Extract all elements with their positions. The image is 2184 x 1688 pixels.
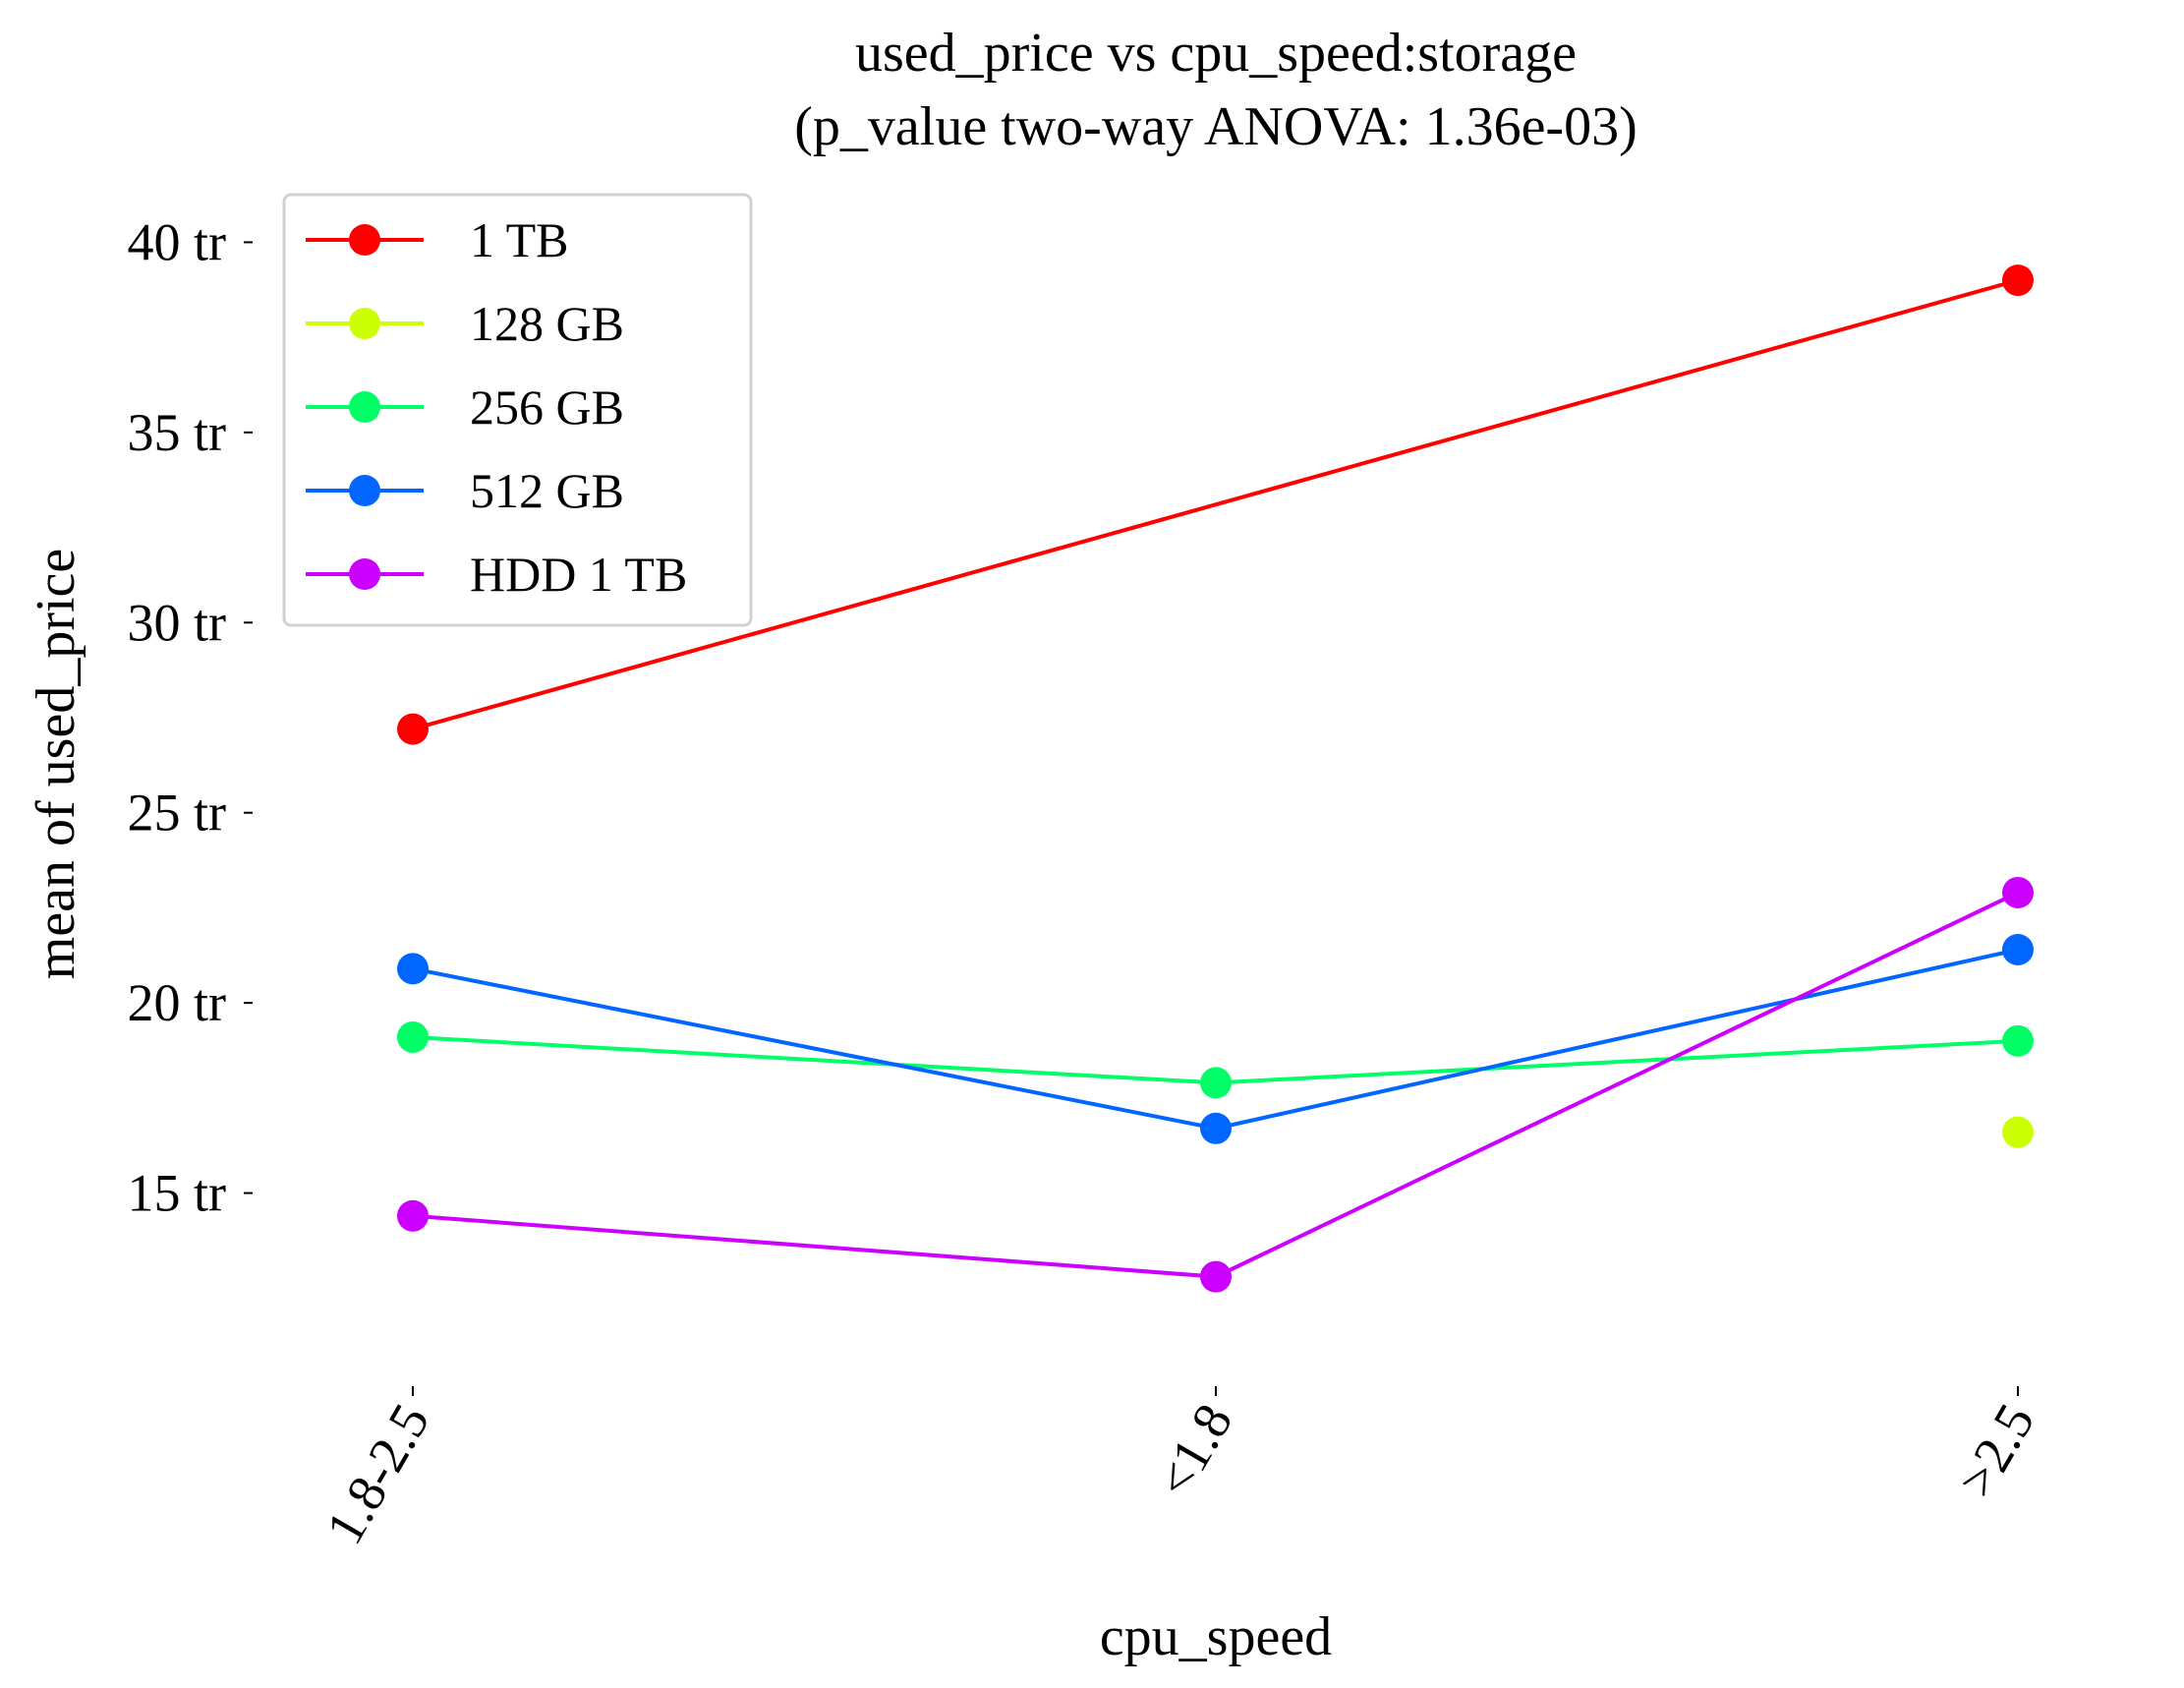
series-256-gb: [397, 1020, 2034, 1099]
data-point: [2002, 1116, 2034, 1148]
series-hdd-1-tb: [397, 876, 2034, 1293]
data-point: [2002, 933, 2034, 965]
data-point: [397, 1199, 429, 1232]
data-point: [2002, 264, 2034, 297]
x-tick-label: 1.8-2.5: [315, 1394, 440, 1553]
legend-marker: [349, 308, 380, 339]
y-tick-label: 20 tr: [128, 973, 227, 1032]
legend-label: 512 GB: [470, 463, 624, 518]
y-tick-label: 15 tr: [128, 1164, 227, 1223]
legend-item-hdd-1-tb: HDD 1 TB: [306, 547, 687, 602]
legend-frame: [282, 193, 753, 627]
chart-title: used_price vs cpu_speed:storage: [855, 23, 1577, 84]
x-axis: 1.8-2.5 <1.8 >2.5: [315, 1386, 2045, 1553]
series-512-gb: [397, 933, 2034, 1144]
legend-marker: [349, 475, 380, 506]
x-tick-label: >2.5: [1946, 1394, 2045, 1507]
legend-item-128-gb: 128 GB: [306, 296, 624, 351]
series-line: [412, 278, 2019, 731]
y-tick-label: 40 tr: [128, 212, 227, 271]
y-tick-label: 35 tr: [128, 403, 227, 462]
legend-item-256-gb: 256 GB: [306, 379, 624, 435]
series-1-tb: [397, 264, 2034, 745]
chart-subtitle: (p_value two-way ANOVA: 1.36e-03): [794, 96, 1637, 157]
legend-item-1-tb: 1 TB: [306, 212, 569, 267]
data-point: [1200, 1067, 1232, 1099]
y-tick-label: 25 tr: [128, 784, 227, 843]
legend-marker: [349, 558, 380, 590]
legend-label: 1 TB: [470, 212, 569, 267]
legend-marker: [349, 391, 380, 423]
legend-label: HDD 1 TB: [470, 547, 687, 602]
legend-label: 128 GB: [470, 296, 624, 351]
y-axis-label: mean of used_price: [26, 549, 86, 979]
data-point: [1200, 1260, 1232, 1293]
data-point: [397, 953, 429, 985]
data-point: [397, 713, 429, 745]
series-layer: [397, 264, 2034, 1293]
legend: 1 TB 128 GB 256 GB 512 GB HDD 1 TB: [282, 193, 753, 627]
y-tick-label: 30 tr: [128, 593, 227, 652]
x-axis-label: cpu_speed: [1100, 1606, 1332, 1667]
legend-label: 256 GB: [470, 379, 624, 435]
legend-marker: [349, 224, 380, 256]
data-point: [2002, 876, 2034, 908]
legend-item-512-gb: 512 GB: [306, 463, 624, 518]
series-line: [412, 948, 2019, 1131]
data-point: [397, 1020, 429, 1053]
x-tick-label: <1.8: [1144, 1394, 1243, 1507]
data-point: [2002, 1024, 2034, 1057]
y-axis: 15 tr 20 tr 25 tr 30 tr 35 tr 40 tr: [128, 212, 253, 1223]
data-point: [1200, 1112, 1232, 1144]
series-128-gb: [2002, 1116, 2034, 1148]
